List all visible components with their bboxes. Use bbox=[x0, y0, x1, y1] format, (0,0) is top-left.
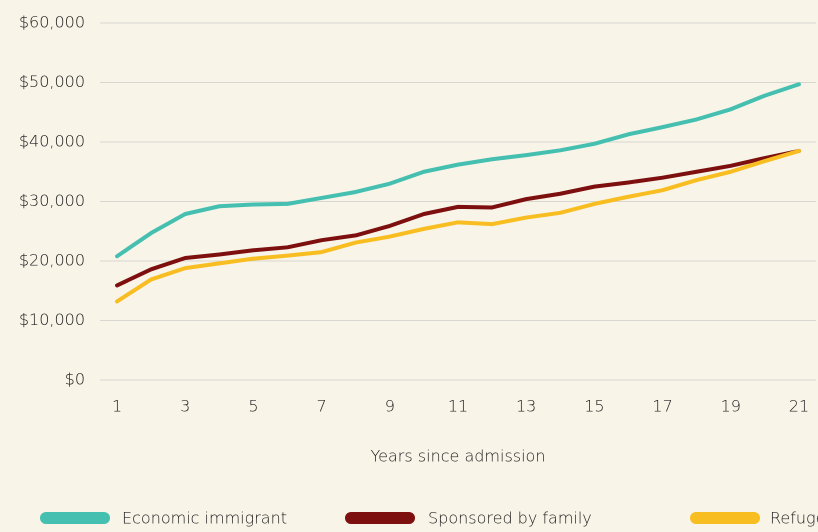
legend-swatch bbox=[40, 512, 110, 524]
legend-swatch bbox=[690, 512, 760, 524]
x-tick-label: 1 bbox=[112, 397, 122, 416]
legend-label: Sponsored by family bbox=[428, 509, 592, 528]
y-tick-label: $20,000 bbox=[19, 251, 85, 270]
x-tick-label: 9 bbox=[385, 397, 395, 416]
x-tick-label: 5 bbox=[248, 397, 258, 416]
series-line bbox=[115, 82, 801, 259]
legend-label: Economic immigrant bbox=[122, 509, 287, 528]
series-line bbox=[115, 148, 801, 288]
y-tick-label: $60,000 bbox=[19, 13, 85, 32]
y-tick-label: $0 bbox=[65, 370, 85, 389]
x-tick-label: 21 bbox=[789, 397, 809, 416]
x-tick-label: 13 bbox=[516, 397, 536, 416]
x-tick-label: 15 bbox=[584, 397, 604, 416]
x-tick-label: 7 bbox=[317, 397, 327, 416]
y-tick-label: $30,000 bbox=[19, 191, 85, 210]
series-line bbox=[115, 148, 801, 304]
y-tick-label: $50,000 bbox=[19, 72, 85, 91]
y-tick-label: $10,000 bbox=[19, 310, 85, 329]
legend-label: Refugee bbox=[770, 509, 818, 528]
x-tick-label: 11 bbox=[448, 397, 468, 416]
x-tick-label: 17 bbox=[652, 397, 672, 416]
legend-swatch bbox=[345, 512, 415, 524]
y-tick-label: $40,000 bbox=[19, 132, 85, 151]
x-tick-label: 19 bbox=[721, 397, 741, 416]
x-axis-label: Years since admission bbox=[371, 447, 546, 466]
x-tick-label: 3 bbox=[180, 397, 190, 416]
